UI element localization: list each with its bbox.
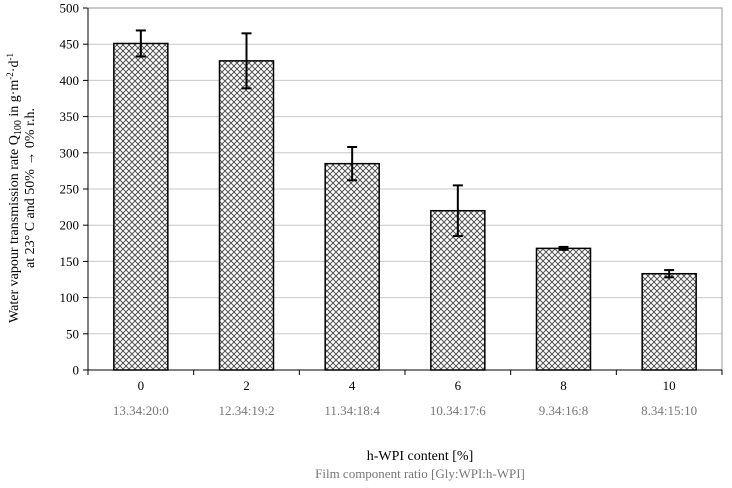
y-axis-title-line2: at 23° C and 50% → 0% r.h. bbox=[23, 108, 38, 268]
error-bars bbox=[135, 29, 675, 279]
component-ratio-label: 11.34:18:4 bbox=[324, 403, 380, 418]
x-axis-secondary-title: Film component ratio [Gly:WPI:h-WPI] bbox=[315, 466, 525, 481]
x-tick-label: 8 bbox=[560, 378, 567, 393]
bar bbox=[113, 42, 169, 371]
component-ratio-label: 10.34:17:6 bbox=[430, 403, 486, 418]
bar bbox=[324, 162, 380, 371]
gridlines bbox=[88, 7, 722, 335]
x-tick-label: 6 bbox=[455, 378, 462, 393]
y-tick-labels: 0 50 100 150 200 250 300 350 400 450 500 bbox=[60, 1, 80, 378]
y-axis-title-prefix: Water vapour transmission rate Q bbox=[7, 135, 22, 323]
y-tick-label: 450 bbox=[60, 37, 80, 52]
x-tick-label: 0 bbox=[138, 378, 145, 393]
y-axis-title: Water vapour transmission rate Q100 in g… bbox=[5, 53, 38, 323]
svg-text:Water vapour transmission rate: Water vapour transmission rate Q100 in g… bbox=[5, 53, 24, 323]
y-tick-label: 300 bbox=[60, 145, 80, 160]
y-tick-label: 50 bbox=[66, 326, 79, 341]
x-tick-labels: 0 2 4 6 8 10 bbox=[138, 378, 676, 393]
x-tick-label: 2 bbox=[243, 378, 250, 393]
x-axis-title: h-WPI content [%] bbox=[367, 449, 474, 464]
component-ratio-label: 13.34:20:0 bbox=[113, 403, 169, 418]
x-tick-label: 4 bbox=[349, 378, 356, 393]
y-tick-label: 200 bbox=[60, 218, 80, 233]
x-tick-label: 10 bbox=[663, 378, 676, 393]
component-ratio-label: 8.34:15:10 bbox=[641, 403, 697, 418]
axes bbox=[83, 7, 723, 375]
component-ratio-labels: 13.34:20:0 12.34:19:2 11.34:18:4 10.34:17:6… bbox=[113, 403, 697, 418]
y-tick-label: 350 bbox=[60, 109, 80, 124]
bar bbox=[218, 60, 275, 371]
y-tick-label: 150 bbox=[60, 254, 80, 269]
y-axis-title-subscript: 100 bbox=[13, 120, 24, 135]
y-tick-label: 250 bbox=[60, 182, 80, 197]
y-tick-label: 0 bbox=[73, 363, 80, 378]
y-axis-title-exp1: -2 bbox=[5, 72, 15, 80]
y-axis-title-exp2: -1 bbox=[5, 53, 15, 61]
y-axis-title-mid: ·d bbox=[7, 61, 22, 73]
y-axis-title-units: in g·m bbox=[7, 80, 22, 121]
component-ratio-label: 9.34:16:8 bbox=[539, 403, 588, 418]
y-tick-label: 400 bbox=[60, 73, 80, 88]
y-tick-label: 100 bbox=[60, 290, 80, 305]
component-ratio-label: 12.34:19:2 bbox=[219, 403, 275, 418]
bar bbox=[535, 247, 592, 371]
y-tick-label: 500 bbox=[60, 1, 80, 16]
bars bbox=[113, 42, 697, 371]
bar bbox=[641, 272, 697, 371]
